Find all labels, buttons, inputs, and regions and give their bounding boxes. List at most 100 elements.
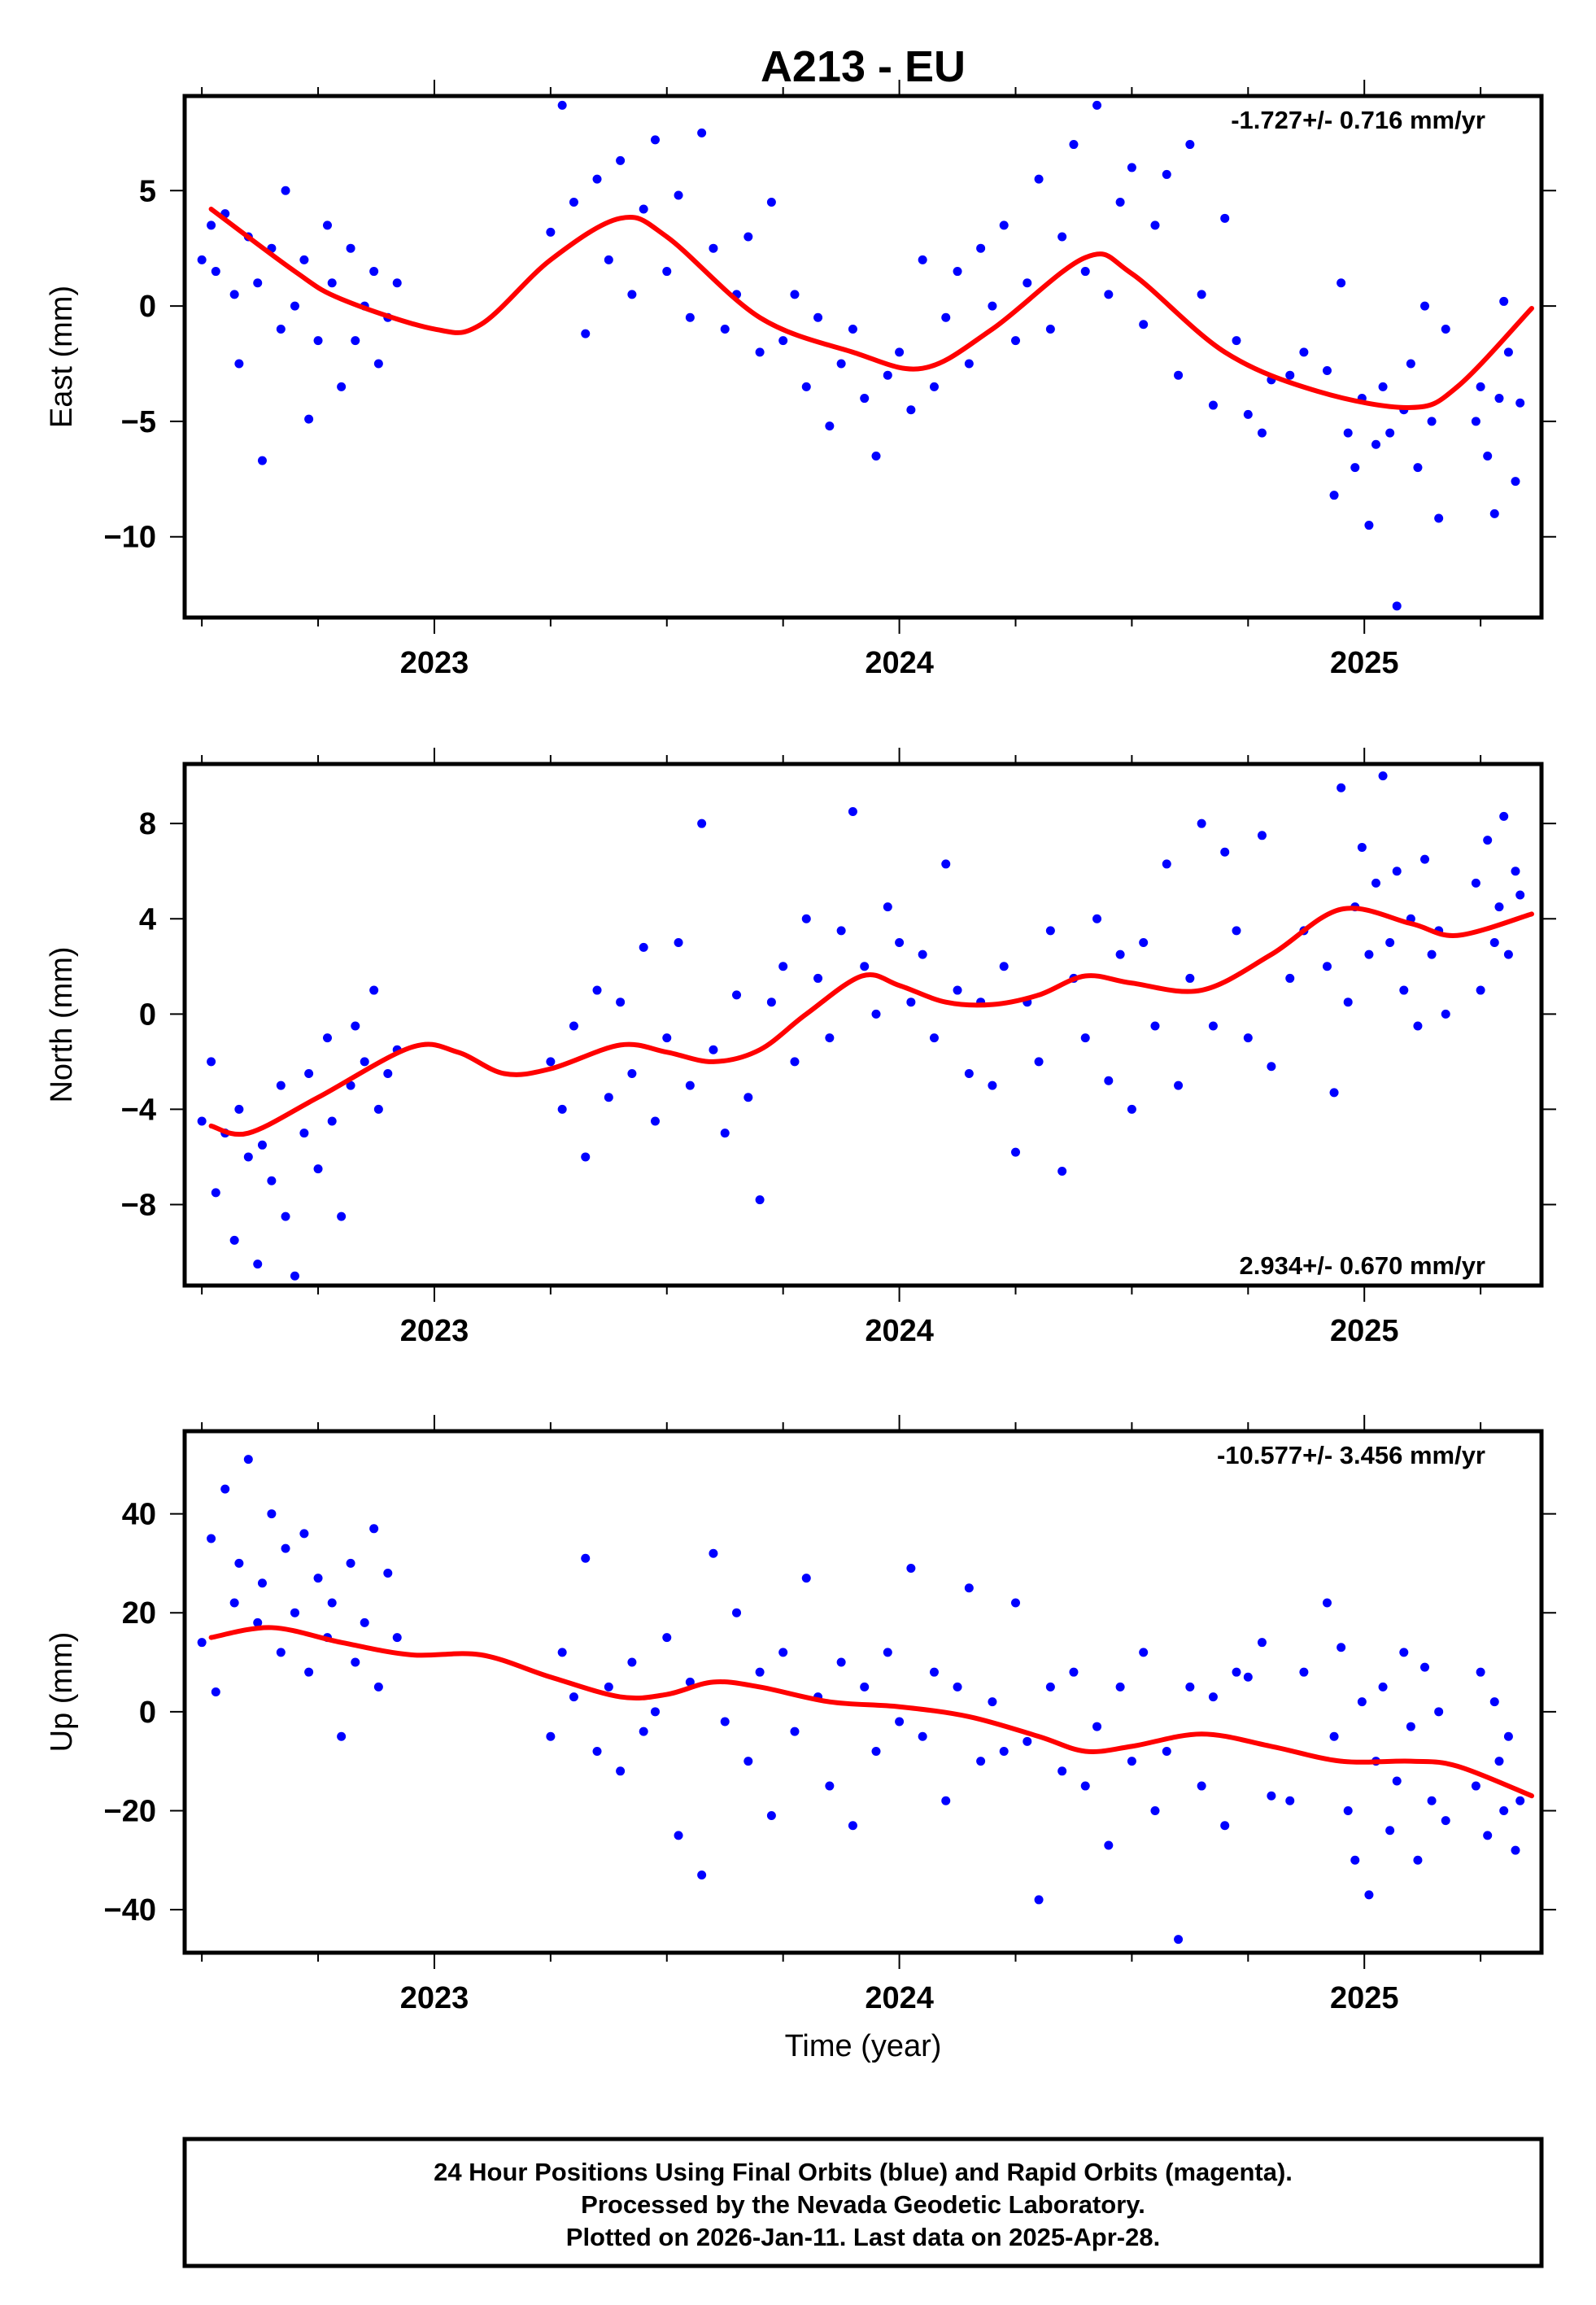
data-point xyxy=(1010,1147,1020,1157)
x-tick-label: 2023 xyxy=(400,1314,469,1348)
data-point xyxy=(860,962,870,971)
data-point xyxy=(1337,278,1346,288)
data-point xyxy=(1322,366,1332,376)
data-point xyxy=(229,1598,239,1608)
data-point xyxy=(766,197,776,207)
data-point xyxy=(1371,878,1381,888)
data-point xyxy=(281,1543,290,1553)
data-point xyxy=(1494,394,1504,404)
data-point xyxy=(941,859,951,869)
footer-box xyxy=(182,2137,1544,2268)
data-point xyxy=(1378,1682,1388,1692)
data-point xyxy=(662,1033,672,1043)
data-point xyxy=(351,1657,360,1667)
data-point xyxy=(1499,811,1509,821)
data-point xyxy=(627,1069,637,1079)
data-point xyxy=(257,456,267,465)
data-point xyxy=(1483,1831,1493,1840)
data-point xyxy=(557,1648,567,1657)
data-point xyxy=(825,1033,835,1043)
data-point xyxy=(1441,1816,1450,1826)
data-point xyxy=(883,370,892,380)
data-point xyxy=(1494,1757,1504,1766)
data-point xyxy=(1162,859,1171,869)
data-point xyxy=(801,382,811,391)
data-point xyxy=(709,243,718,253)
data-point xyxy=(207,220,216,230)
data-point xyxy=(581,329,591,338)
data-point xyxy=(1337,783,1346,792)
data-point xyxy=(836,359,846,369)
x-tick-label: 2025 xyxy=(1330,1314,1399,1348)
data-point xyxy=(778,336,788,346)
data-point xyxy=(1476,985,1485,995)
data-point xyxy=(1285,973,1295,983)
data-point xyxy=(953,1682,962,1692)
data-point xyxy=(616,1766,626,1776)
data-point xyxy=(267,1176,277,1185)
data-point xyxy=(207,1534,216,1543)
y-tick-label: 0 xyxy=(139,1696,156,1730)
footer-line-1: 24 Hour Positions Using Final Orbits (bl… xyxy=(434,2158,1293,2186)
panel-east: 2023 2024 2025 0 5 −5 −10 East (mm) -1.727+/- 0.… xyxy=(45,80,1556,680)
data-point xyxy=(674,938,683,948)
data-point xyxy=(1127,1104,1136,1114)
data-point xyxy=(299,255,309,264)
data-point xyxy=(1115,950,1125,959)
data-point xyxy=(1127,1757,1136,1766)
data-point xyxy=(1337,1643,1346,1652)
data-point xyxy=(999,220,1009,230)
data-point xyxy=(337,1211,347,1221)
fit-curve-up xyxy=(208,1625,1534,1799)
data-point xyxy=(383,1569,393,1578)
data-point xyxy=(1350,1855,1360,1865)
plot-frame xyxy=(182,762,1544,1288)
data-point xyxy=(1378,771,1388,781)
data-point xyxy=(848,1821,857,1831)
data-point xyxy=(1162,169,1171,179)
data-point xyxy=(304,414,314,424)
data-point xyxy=(383,1069,393,1079)
data-point xyxy=(825,421,835,431)
data-point xyxy=(895,938,905,948)
x-tick-label: 2024 xyxy=(865,646,934,680)
data-point xyxy=(1243,1033,1253,1043)
data-point xyxy=(755,1667,765,1677)
data-point xyxy=(778,1648,788,1657)
data-point xyxy=(1489,509,1499,518)
data-point xyxy=(322,220,332,230)
data-point xyxy=(253,1259,263,1269)
data-point xyxy=(1483,451,1493,461)
data-point xyxy=(639,1727,648,1736)
data-point xyxy=(1208,400,1218,410)
data-point xyxy=(1494,902,1504,912)
data-point xyxy=(1034,174,1044,184)
data-point xyxy=(604,255,613,264)
data-point xyxy=(1511,1845,1520,1855)
data-point xyxy=(243,1152,253,1162)
data-point xyxy=(276,1648,286,1657)
data-point xyxy=(1385,1826,1395,1836)
data-point xyxy=(592,1746,602,1756)
data-point xyxy=(720,1717,730,1727)
data-point xyxy=(1434,1707,1444,1717)
data-point xyxy=(211,1188,220,1198)
footer-line-2: Processed by the Nevada Geodetic Laborat… xyxy=(581,2190,1145,2219)
data-point xyxy=(1399,985,1409,995)
data-point xyxy=(1057,232,1067,242)
data-point xyxy=(1197,819,1206,828)
data-point xyxy=(1243,1672,1253,1682)
data-point xyxy=(871,1009,881,1019)
data-point xyxy=(627,290,637,299)
data-point xyxy=(1232,1667,1241,1677)
data-point xyxy=(1127,163,1136,172)
data-point xyxy=(1023,278,1032,288)
data-point xyxy=(1139,938,1149,948)
data-point xyxy=(592,174,602,184)
data-point xyxy=(871,1746,881,1756)
data-point xyxy=(720,324,730,334)
data-point xyxy=(1385,428,1395,438)
data-point xyxy=(964,359,974,369)
data-point xyxy=(1285,370,1295,380)
